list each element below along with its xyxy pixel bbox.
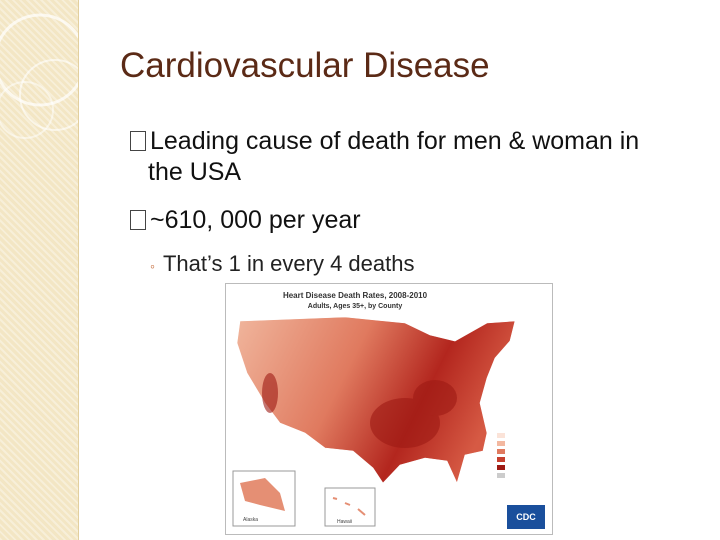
sub-bullet-glyph: ◦ — [150, 258, 155, 274]
logo-text: CDC — [516, 512, 536, 522]
strip-circles — [0, 13, 91, 139]
map-dark-areas — [262, 373, 457, 448]
bullet-glyph — [130, 210, 146, 230]
map-legend — [497, 433, 505, 478]
inset-label: Hawaii — [337, 519, 352, 525]
bullet-text: ~610, 000 per year — [150, 206, 361, 234]
sub-bullet: ◦ That’s 1 in every 4 deaths — [150, 251, 415, 277]
hawaii-inset — [324, 487, 376, 527]
map-title: Heart Disease Death Rates, 2008-2010 — [283, 291, 428, 300]
alaska-inset — [232, 470, 296, 527]
bullet-glyph — [130, 131, 146, 151]
hawaii-shape — [332, 497, 366, 516]
cdc-logo — [507, 505, 545, 529]
decorative-strip — [0, 0, 91, 540]
us-map — [236, 316, 516, 484]
alaska-shape — [240, 478, 285, 511]
bullet: ~610, 000 per year — [130, 205, 361, 236]
inset-label: Alaska — [243, 517, 258, 523]
slide-title: Cardiovascular Disease — [120, 46, 490, 85]
bullet: Leading cause of death for men & woman i… — [130, 126, 668, 188]
map-image: Heart Disease Death Rates, 2008-2010 Adu… — [225, 283, 553, 535]
map-subtitle: Adults, Ages 35+, by County — [308, 303, 403, 310]
sub-bullet-text: That’s 1 in every 4 deaths — [162, 251, 415, 276]
bullet-text: Leading cause of death for men & woman i… — [148, 127, 640, 186]
